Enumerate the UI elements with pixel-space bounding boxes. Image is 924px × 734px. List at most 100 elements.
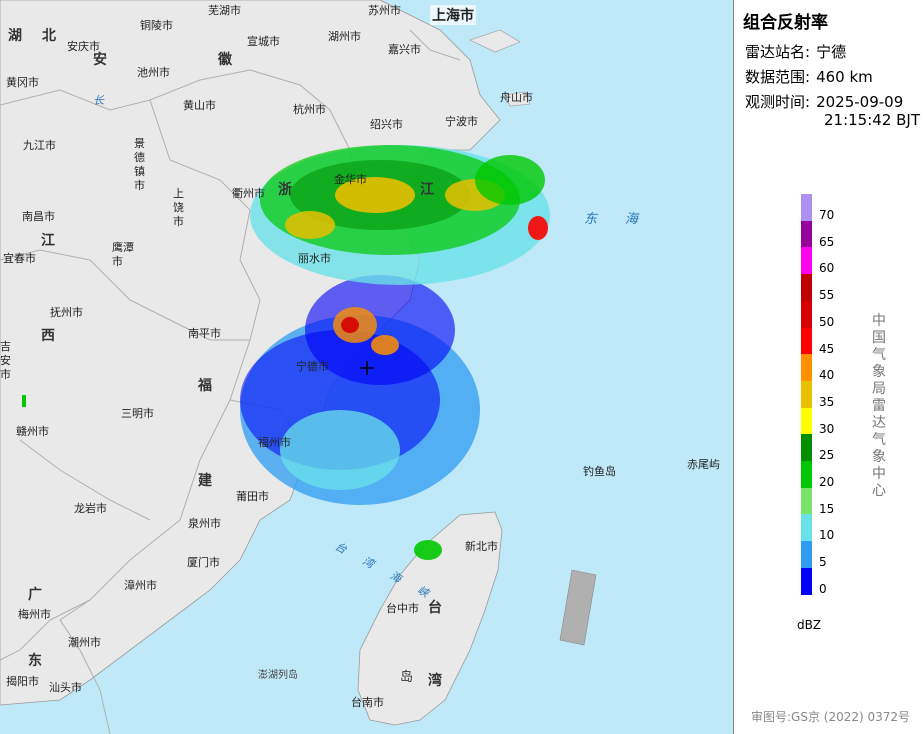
city-label: 绍兴市 bbox=[370, 118, 403, 131]
time-date: 2025-09-09 bbox=[816, 93, 904, 111]
no-data-patch bbox=[559, 569, 597, 646]
city-label: 吉安市 bbox=[0, 340, 11, 381]
map-approval-number: 审图号:GS京 (2022) 0372号 bbox=[751, 708, 910, 725]
legend-tick-label: 30 bbox=[819, 421, 835, 436]
legend-swatch bbox=[801, 194, 812, 222]
city-label: 杭州市 bbox=[293, 103, 326, 116]
province-label: 湾 bbox=[428, 673, 442, 689]
city-label: 梅州市 bbox=[18, 608, 51, 621]
city-label: 福州市 bbox=[258, 436, 291, 449]
legend-swatch bbox=[801, 247, 812, 275]
city-label: 嘉兴市 bbox=[388, 43, 421, 56]
province-label: 湖 bbox=[8, 28, 22, 44]
city-label: 黄冈市 bbox=[6, 76, 39, 89]
agency-char: 局 bbox=[872, 381, 886, 397]
island-label: 澎湖列岛 bbox=[258, 670, 298, 681]
city-label: 三明市 bbox=[121, 407, 154, 420]
province-label: 东 bbox=[28, 653, 42, 669]
city-label: 衢州市 bbox=[232, 187, 265, 200]
city-label: 莆田市 bbox=[236, 490, 269, 503]
legend-tick-label: 70 bbox=[819, 208, 835, 222]
agency-char: 中 bbox=[872, 313, 886, 329]
legend-tick-label: 50 bbox=[819, 314, 835, 329]
province-label: 北 bbox=[42, 28, 56, 44]
legend-swatch bbox=[801, 514, 812, 542]
range-label: 数据范围: bbox=[745, 68, 811, 86]
agency-char: 国 bbox=[872, 330, 886, 346]
sea-label-east-china-sea: 东海 bbox=[584, 212, 667, 227]
city-label: 金华市 bbox=[334, 173, 367, 186]
city-label: 景德镇市 bbox=[134, 137, 145, 192]
city-label: 芜湖市 bbox=[208, 4, 241, 17]
city-label: 丽水市 bbox=[298, 252, 331, 265]
legend-swatch bbox=[801, 461, 812, 489]
city-label: 鹰潭市 bbox=[112, 241, 134, 268]
province-label: 岛 bbox=[400, 670, 414, 685]
province-label: 徽 bbox=[218, 52, 232, 68]
city-label: 湖州市 bbox=[328, 30, 361, 43]
agency-char: 气 bbox=[872, 432, 886, 448]
legend-tick-label: 15 bbox=[819, 501, 835, 516]
legend-tick-label: 65 bbox=[819, 234, 835, 249]
time-clock-row: 21:15:42 BJT bbox=[824, 111, 920, 129]
range-value: 460 km bbox=[816, 68, 873, 86]
city-label-shanghai: 上海市 bbox=[430, 5, 476, 25]
city-label: 宁德市 bbox=[296, 360, 329, 373]
time-clock: 21:15:42 BJT bbox=[824, 111, 921, 129]
agency-char: 象 bbox=[872, 449, 886, 465]
legend-tick-label: 40 bbox=[819, 368, 835, 383]
station-row: 雷达站名: 宁德 bbox=[745, 41, 846, 62]
island-group bbox=[469, 29, 531, 107]
city-label: 池州市 bbox=[137, 66, 170, 79]
legend-swatch bbox=[801, 327, 812, 355]
radar-echoes bbox=[22, 145, 550, 560]
legend-tick-label: 5 bbox=[819, 555, 827, 570]
city-label: 南昌市 bbox=[22, 210, 55, 223]
city-label: 台中市 bbox=[386, 602, 419, 615]
legend-swatch bbox=[801, 300, 812, 328]
legend-swatch bbox=[801, 434, 812, 462]
agency-char: 象 bbox=[872, 364, 886, 380]
province-label: 浙 bbox=[278, 182, 292, 198]
radar-map[interactable]: 上海市 芜湖市 苏州市 铜陵市 宣城市 湖州市 嘉兴市 安庆市 池州市 黄冈市 … bbox=[0, 0, 734, 734]
legend-swatch bbox=[801, 354, 812, 382]
city-label: 泉州市 bbox=[188, 517, 221, 530]
province-label: 安 bbox=[93, 52, 107, 68]
station-value: 宁德 bbox=[816, 43, 847, 61]
legend-unit: dBZ bbox=[797, 618, 822, 632]
legend-tick-label: 0 bbox=[819, 581, 827, 596]
info-panel: 组合反射率 雷达站名: 宁德 数据范围: 460 km 观测时间: 2025-09-0… bbox=[735, 0, 924, 734]
city-label: 舟山市 bbox=[500, 91, 533, 104]
legend-swatch bbox=[801, 274, 812, 302]
city-label: 苏州市 bbox=[368, 4, 401, 17]
province-label: 江 bbox=[420, 182, 434, 198]
legend-swatch bbox=[801, 380, 812, 409]
city-label: 潮州市 bbox=[68, 636, 101, 649]
island-label: 赤尾屿 bbox=[687, 458, 720, 471]
legend-tick-label: 35 bbox=[819, 394, 835, 409]
approval-label: 审图号: bbox=[751, 710, 792, 724]
agency-char: 中 bbox=[872, 466, 886, 482]
city-label: 黄山市 bbox=[183, 99, 216, 112]
agency-credit: 中国气象局雷达气象中心 bbox=[871, 313, 887, 500]
city-label: 汕头市 bbox=[49, 681, 82, 694]
city-label: 赣州市 bbox=[16, 425, 49, 438]
legend-swatch bbox=[801, 567, 812, 595]
agency-char: 雷 bbox=[872, 398, 886, 414]
product-title: 组合反射率 bbox=[743, 13, 828, 33]
city-label: 宁波市 bbox=[445, 115, 478, 128]
province-label: 广 bbox=[28, 587, 42, 603]
agency-char: 心 bbox=[872, 483, 886, 499]
station-label: 雷达站名: bbox=[745, 43, 811, 61]
legend-swatch bbox=[801, 541, 812, 569]
city-label: 揭阳市 bbox=[6, 675, 39, 688]
city-label: 安庆市 bbox=[67, 40, 100, 53]
approval-value: GS京 (2022) 0372号 bbox=[791, 710, 911, 724]
province-label: 江 bbox=[41, 233, 55, 249]
province-label: 台 bbox=[428, 600, 442, 616]
time-row: 观测时间: 2025-09-09 bbox=[745, 91, 903, 112]
city-label: 宣城市 bbox=[247, 35, 280, 48]
province-label: 建 bbox=[198, 473, 212, 489]
range-row: 数据范围: 460 km bbox=[745, 66, 873, 87]
river-label-yangtze: 长 bbox=[93, 94, 104, 107]
